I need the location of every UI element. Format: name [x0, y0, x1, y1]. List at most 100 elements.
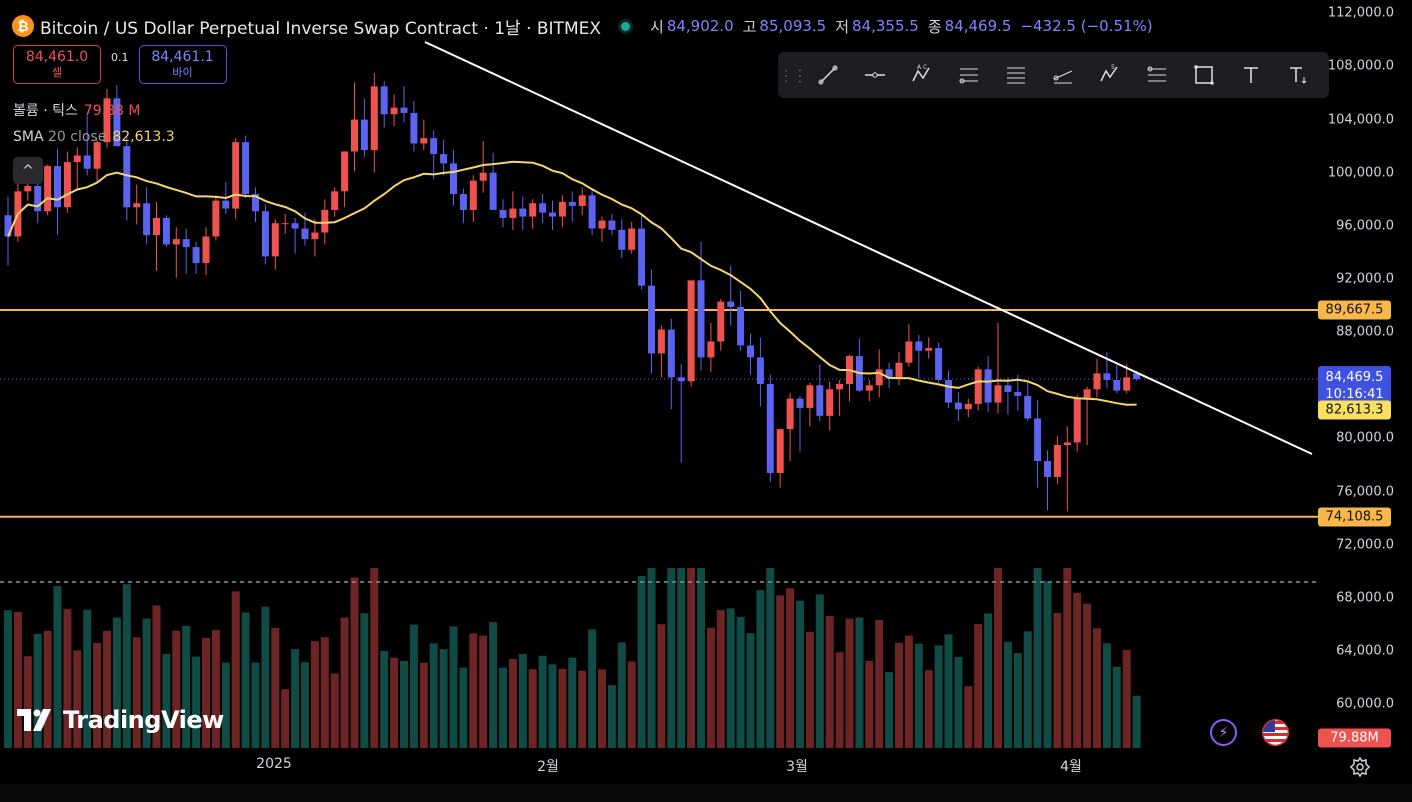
text-tool-button[interactable] — [1227, 52, 1274, 98]
chart-pane[interactable] — [0, 0, 1318, 748]
price-tick-label: 104,000.0 — [1327, 112, 1394, 128]
candle-body — [1083, 389, 1091, 399]
volume-bar — [489, 622, 498, 748]
candle-body — [34, 186, 42, 212]
volume-bar — [122, 584, 131, 748]
anchored-text-tool-button[interactable] — [1274, 52, 1321, 98]
volume-bar — [627, 661, 636, 748]
volume-bar — [1023, 631, 1032, 748]
candle-body — [667, 329, 675, 378]
volume-bar — [459, 667, 468, 748]
parallel-channel-tool-button[interactable] — [992, 52, 1039, 98]
sma-price-tag: 82,613.3 — [1318, 400, 1391, 420]
candle-body — [1004, 385, 1012, 392]
volume-bar — [578, 670, 587, 748]
volume-bar — [310, 641, 319, 748]
candle-body — [281, 223, 289, 225]
rectangle-icon — [1193, 65, 1214, 85]
sma-name: SMA — [13, 129, 44, 145]
candle-body — [836, 383, 844, 390]
candle-body — [974, 369, 982, 404]
volume-bar — [380, 650, 389, 748]
volume-bar — [370, 568, 379, 748]
ohlc-values: 시 84,902.0 고 85,093.5 저 84,355.5 종 84,469.5 … — [650, 16, 1153, 37]
volume-bar — [815, 594, 824, 748]
time-axis[interactable]: 2025 2월 3월 4월 — [0, 748, 1318, 784]
volume-bar — [400, 660, 408, 748]
candle-body — [153, 217, 160, 236]
elliott-wave-tool-button[interactable]: 5 — [1086, 52, 1133, 98]
volume-bar — [1013, 653, 1022, 748]
high-value: 85,093.5 — [759, 17, 827, 35]
candle-body — [964, 403, 972, 410]
price-tick-label: 96,000.0 — [1336, 218, 1394, 234]
lightning-icon[interactable]: ⚡ — [1210, 719, 1237, 746]
us-flag-icon[interactable] — [1262, 719, 1289, 746]
volume-bar — [192, 656, 201, 748]
volume-legend[interactable]: 볼륨 · 틱스 79.88 M — [13, 100, 140, 120]
sell-button[interactable]: 84,461.0 셀 — [13, 45, 101, 84]
volume-bar — [855, 617, 864, 748]
bottom-bar — [0, 784, 1412, 802]
buy-label: 바이 — [172, 65, 193, 79]
collapse-legend-button[interactable]: ^ — [13, 157, 43, 184]
trend-line-tool-button[interactable] — [804, 52, 851, 98]
candle-body — [697, 280, 705, 358]
abcd-pattern-tool-button[interactable]: A C — [898, 52, 945, 98]
buy-price: 84,461.1 — [151, 48, 214, 65]
candle-body — [1113, 379, 1121, 391]
volume-bar — [845, 618, 854, 748]
drag-handle-icon[interactable]: ⋮⋮ — [778, 65, 808, 85]
volume-bar — [885, 672, 894, 748]
candle-body — [756, 357, 764, 384]
candle-body — [509, 208, 517, 218]
sma-legend[interactable]: SMA 20 close 82,613.3 — [13, 129, 175, 145]
settings-icon[interactable] — [1349, 756, 1371, 778]
volume-bar — [340, 617, 349, 748]
symbol-title[interactable]: Bitcoin / US Dollar Perpetual Inverse Sw… — [40, 18, 601, 39]
volume-bar — [558, 668, 567, 748]
price-chart[interactable] — [0, 0, 1318, 748]
candle-body — [54, 166, 61, 208]
candle-body — [826, 389, 834, 416]
volume-bar — [1083, 603, 1092, 748]
candle-body — [935, 348, 943, 380]
fib-retracement-tool-button[interactable] — [945, 52, 992, 98]
candle-body — [83, 155, 91, 169]
volume-bar — [865, 660, 874, 748]
candle-body — [430, 138, 438, 155]
volume-bar — [677, 568, 686, 748]
horizontal-ray-tool-button[interactable] — [851, 52, 898, 98]
chevron-up-icon: ^ — [22, 162, 34, 179]
volume-bar — [1053, 612, 1062, 748]
volume-bar — [825, 615, 834, 748]
price-axis[interactable]: 112,000.0 108,000.0 104,000.0 100,000.0 96,0… — [1318, 0, 1412, 748]
volume-bar — [538, 655, 547, 748]
candle-body — [519, 208, 527, 217]
candle-body — [875, 369, 883, 386]
volume-bar — [23, 656, 32, 748]
candle-body — [1024, 395, 1032, 419]
candle-body — [707, 341, 715, 358]
candle-body — [1014, 391, 1022, 396]
candle-body — [747, 345, 754, 358]
candle-body — [638, 228, 646, 286]
candle-body — [390, 107, 398, 115]
last-price-tag: 84,469.5 10:16:41 — [1318, 366, 1391, 407]
volume-bar — [211, 630, 220, 748]
regression-trend-tool-button[interactable] — [1039, 52, 1086, 98]
tradingview-watermark: TradingView — [17, 706, 224, 734]
candle-body — [103, 98, 111, 143]
time-tick-label: 4월 — [1060, 759, 1082, 775]
rectangle-tool-button[interactable] — [1180, 52, 1227, 98]
fib-extension-tool-button[interactable] — [1133, 52, 1180, 98]
volume-bar — [132, 637, 141, 748]
volume-bar — [607, 685, 616, 748]
candle-body — [212, 200, 220, 237]
candle-body — [1063, 442, 1071, 446]
volume-bar — [964, 686, 973, 748]
candle-body — [291, 223, 299, 229]
tradingview-brand: TradingView — [63, 706, 224, 734]
buy-button[interactable]: 84,461.1 바이 — [138, 45, 227, 84]
bitcoin-icon: ₿ — [12, 15, 34, 37]
